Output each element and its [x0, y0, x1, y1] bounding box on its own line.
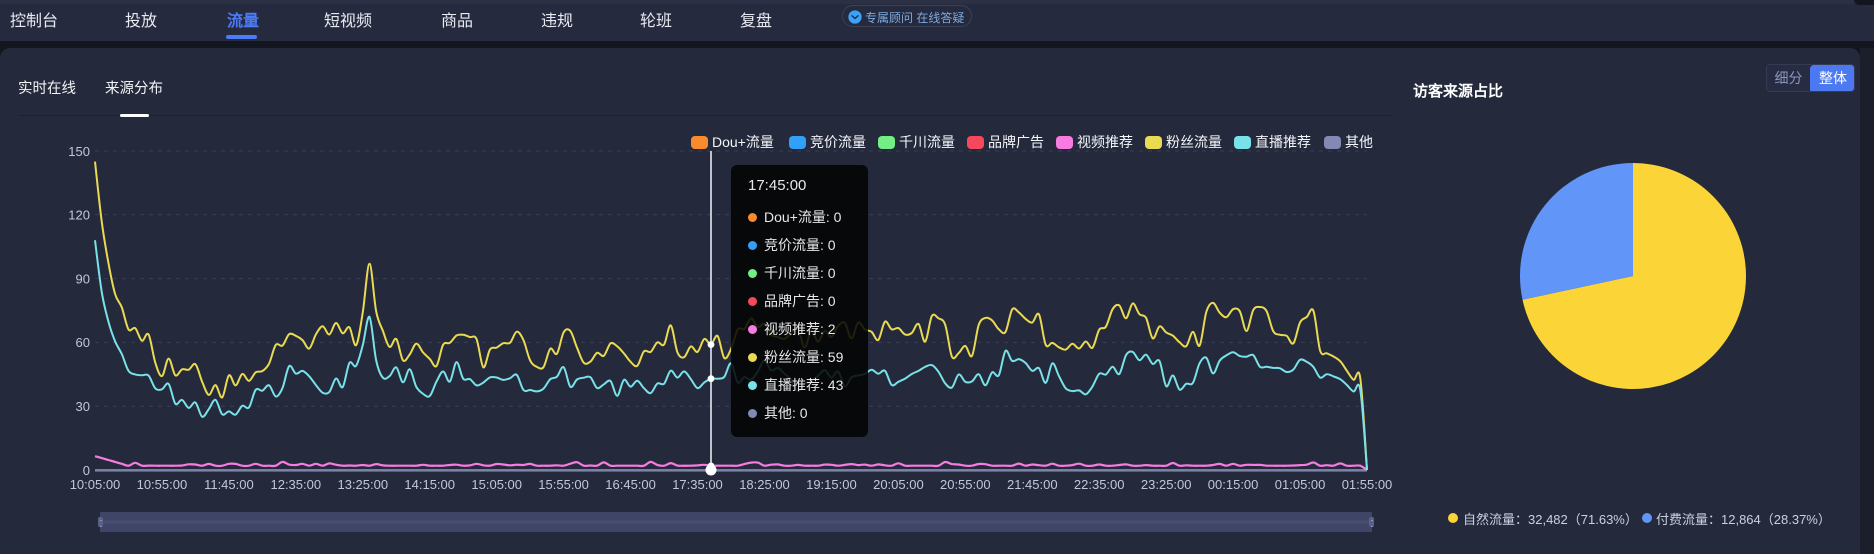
svg-text:90: 90 [76, 271, 90, 286]
svg-text:13:25:00: 13:25:00 [337, 477, 388, 492]
svg-text:17:35:00: 17:35:00 [672, 477, 723, 492]
svg-text:19:15:00: 19:15:00 [806, 477, 857, 492]
svg-text:16:45:00: 16:45:00 [605, 477, 656, 492]
svg-text:20:05:00: 20:05:00 [873, 477, 924, 492]
svg-text:18:25:00: 18:25:00 [739, 477, 790, 492]
svg-text:10:05:00: 10:05:00 [70, 477, 121, 492]
svg-text:12:35:00: 12:35:00 [270, 477, 321, 492]
svg-text:14:15:00: 14:15:00 [404, 477, 455, 492]
svg-text:01:55:00: 01:55:00 [1342, 477, 1393, 492]
svg-text:0: 0 [83, 463, 90, 478]
svg-text:15:55:00: 15:55:00 [538, 477, 589, 492]
svg-text:23:25:00: 23:25:00 [1141, 477, 1192, 492]
svg-text:30: 30 [76, 399, 90, 414]
svg-text:60: 60 [76, 335, 90, 350]
svg-text:10:55:00: 10:55:00 [137, 477, 188, 492]
svg-text:00:15:00: 00:15:00 [1208, 477, 1259, 492]
svg-text:150: 150 [68, 144, 90, 159]
svg-text:01:05:00: 01:05:00 [1275, 477, 1326, 492]
svg-text:20:55:00: 20:55:00 [940, 477, 991, 492]
svg-text:120: 120 [68, 208, 90, 223]
svg-text:15:05:00: 15:05:00 [471, 477, 522, 492]
svg-text:11:45:00: 11:45:00 [204, 477, 254, 492]
svg-text:21:45:00: 21:45:00 [1007, 477, 1058, 492]
svg-text:22:35:00: 22:35:00 [1074, 477, 1125, 492]
